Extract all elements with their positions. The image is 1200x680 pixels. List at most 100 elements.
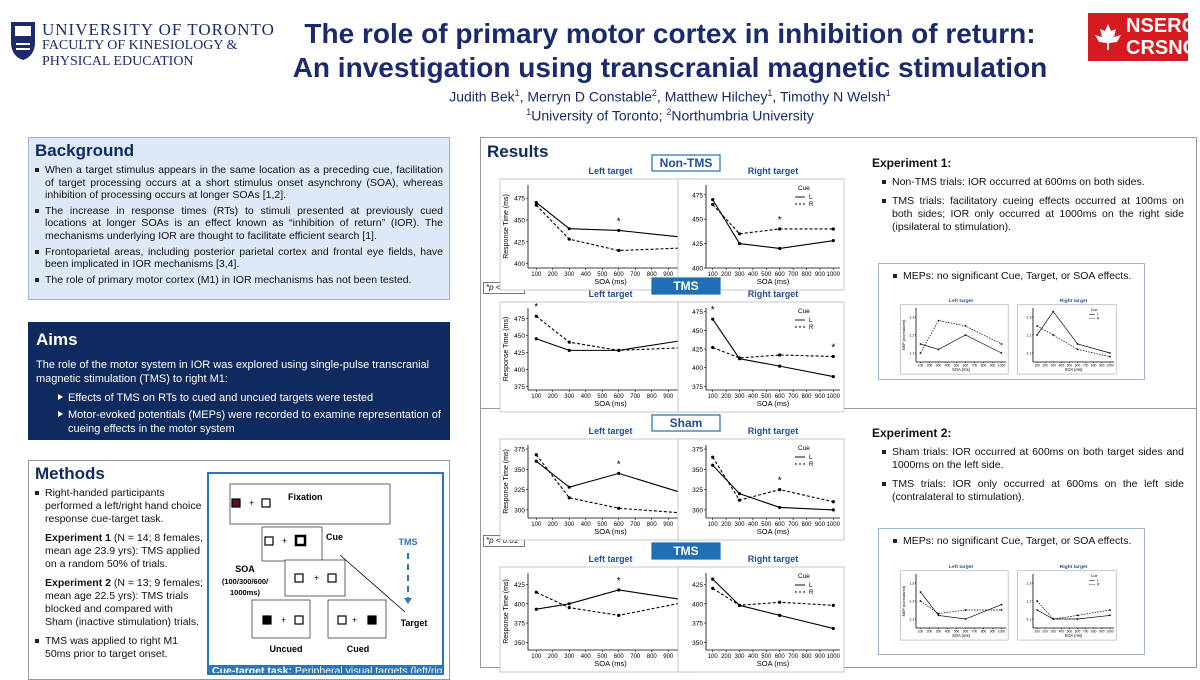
y-tick-label: 350 bbox=[692, 467, 703, 474]
x-axis-label: SOA (ms) bbox=[757, 527, 790, 536]
x-tick-label: 400 bbox=[1059, 629, 1065, 633]
line-series bbox=[712, 199, 834, 250]
point bbox=[711, 463, 715, 467]
point bbox=[919, 600, 922, 602]
bullet-list: Non-TMS trials: IOR occurred at 600ms on… bbox=[882, 176, 1184, 234]
significance: * bbox=[711, 305, 715, 316]
sup: 2 bbox=[651, 88, 657, 98]
y-tick-label: 475 bbox=[692, 309, 703, 316]
x-tick-label: 1000 bbox=[1106, 629, 1114, 633]
x-tick-label: 300 bbox=[1050, 629, 1056, 633]
logo-text: NSERC bbox=[1126, 15, 1197, 37]
y-tick-label: 350 bbox=[692, 640, 703, 647]
x-axis-label: SOA (ms) bbox=[757, 399, 790, 408]
point bbox=[617, 613, 621, 617]
legend-label: L bbox=[1097, 579, 1099, 583]
title: The role of primary motor cortex in inhi… bbox=[280, 17, 1060, 85]
bullet: Motor-evoked potentials (MEPs) were reco… bbox=[58, 408, 442, 436]
experiment-text: (N = 14; 8 females, mean age 23.9 yrs): … bbox=[45, 532, 203, 570]
x-tick-label: 600 bbox=[775, 654, 786, 660]
diagram-label: Cue bbox=[326, 532, 343, 542]
title-line: An investigation using transcranial magn… bbox=[292, 52, 1048, 83]
x-axis-label: SOA (ms) bbox=[757, 277, 790, 286]
plot-frame bbox=[1017, 570, 1117, 641]
plot: Left target 300 325 350 375 100 200 300 400 500 60… bbox=[499, 426, 698, 541]
sup: 1 bbox=[767, 88, 773, 98]
plot-title: Right target bbox=[1060, 298, 1088, 304]
point bbox=[778, 600, 782, 604]
x-tick-label: 800 bbox=[981, 363, 987, 367]
x-tick-label: 400 bbox=[581, 394, 592, 400]
point bbox=[831, 500, 835, 504]
significance: * bbox=[617, 216, 621, 227]
point bbox=[534, 314, 538, 318]
point bbox=[711, 586, 715, 591]
point bbox=[737, 356, 742, 360]
x-tick-label: 500 bbox=[761, 654, 772, 660]
bullet: Sham trials: IOR occurred at 600ms on bo… bbox=[882, 446, 1184, 472]
author: , Matthew Hilchey bbox=[656, 88, 768, 105]
point bbox=[1052, 334, 1055, 336]
x-tick-label: 500 bbox=[597, 654, 608, 660]
x-tick-label: 900 bbox=[663, 272, 674, 278]
x-tick-label: 400 bbox=[748, 654, 759, 660]
affiliations: 1University of Toronto; 2Northumbria Uni… bbox=[280, 107, 1060, 124]
plot: Right target 1.1 1.2 1.3 100 200 300 400 500 600 7… bbox=[1017, 564, 1117, 641]
plot-title: Left target bbox=[588, 426, 632, 436]
x-tick-label: 100 bbox=[1034, 363, 1040, 367]
diagram-label: SOA bbox=[235, 564, 255, 574]
point bbox=[617, 348, 621, 352]
y-tick-label: 1.2 bbox=[1026, 599, 1031, 603]
x-tick-label: 600 bbox=[963, 629, 969, 633]
line-series bbox=[920, 600, 1002, 614]
point bbox=[1109, 355, 1111, 358]
x-tick-label: 800 bbox=[801, 272, 812, 278]
x-tick-label: 900 bbox=[663, 394, 674, 400]
methods-diagram: + + + + + bbox=[229, 483, 412, 639]
line-series bbox=[712, 346, 834, 359]
x-tick-label: 400 bbox=[945, 363, 951, 367]
bullet: The increase in response times (RTs) to … bbox=[35, 205, 443, 243]
line-series bbox=[712, 456, 834, 503]
line-series bbox=[536, 589, 685, 610]
x-axis-label: SOA (ms) bbox=[1065, 367, 1083, 372]
line-series bbox=[920, 334, 1002, 354]
x-axis-label: SOA (ms) bbox=[1065, 633, 1083, 638]
x-tick-label: 100 bbox=[531, 654, 542, 660]
plot-title: Left target bbox=[949, 298, 973, 304]
plot-title: Right target bbox=[1060, 564, 1088, 570]
y-tick-label: 1.1 bbox=[1026, 351, 1031, 355]
point bbox=[1036, 334, 1038, 336]
point bbox=[711, 455, 715, 459]
legend-label: L bbox=[1097, 313, 1099, 317]
sup: 1 bbox=[514, 88, 520, 98]
point bbox=[534, 459, 538, 463]
plot-title: Left target bbox=[588, 166, 632, 176]
x-tick-label: 700 bbox=[630, 394, 641, 400]
caption: Cue-target task: Peripheral visual targe… bbox=[209, 665, 442, 673]
point bbox=[737, 603, 742, 607]
point bbox=[1076, 343, 1079, 345]
experiment-label: Experiment 1 bbox=[45, 532, 111, 544]
x-tick-label: 900 bbox=[815, 654, 826, 660]
point bbox=[567, 496, 571, 500]
point bbox=[1036, 609, 1038, 611]
y-tick-label: 475 bbox=[514, 196, 525, 203]
legend-label: R bbox=[809, 202, 814, 208]
heading: Background bbox=[35, 141, 135, 160]
faculty: FACULTY OF KINESIOLOGY & bbox=[42, 38, 238, 53]
point bbox=[964, 325, 967, 327]
line-series bbox=[536, 591, 685, 616]
svg-text:+: + bbox=[282, 536, 287, 546]
bullet-list: MEPs: no significant Cue, Target, or SOA… bbox=[893, 270, 1138, 282]
crest bbox=[11, 22, 35, 60]
x-tick-label: 1000 bbox=[998, 629, 1006, 633]
x-tick-label: 500 bbox=[597, 272, 608, 278]
y-tick-label: 425 bbox=[692, 347, 703, 354]
x-tick-label: 600 bbox=[775, 272, 786, 278]
point bbox=[617, 506, 621, 510]
x-tick-label: 700 bbox=[972, 629, 978, 633]
y-tick-label: 300 bbox=[692, 507, 703, 514]
x-tick-label: 700 bbox=[630, 272, 641, 278]
